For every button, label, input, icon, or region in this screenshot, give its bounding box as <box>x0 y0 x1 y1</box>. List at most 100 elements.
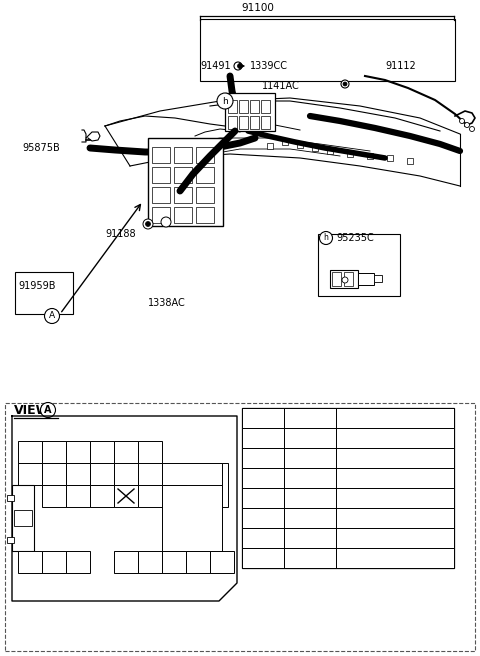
Bar <box>90 485 114 507</box>
Text: a: a <box>51 491 57 501</box>
Text: 91112: 91112 <box>385 61 416 71</box>
Bar <box>12 485 34 551</box>
Bar <box>407 158 413 164</box>
Bar <box>66 551 90 573</box>
Bar <box>162 551 186 573</box>
Bar <box>282 139 288 145</box>
Text: a: a <box>261 434 265 443</box>
Text: A: A <box>49 312 55 321</box>
Text: 1338AC: 1338AC <box>148 298 186 308</box>
Text: FUSE-MIN 15A: FUSE-MIN 15A <box>365 474 425 483</box>
Bar <box>186 551 210 573</box>
Text: d: d <box>147 491 153 501</box>
Bar <box>162 463 186 485</box>
Bar <box>318 234 400 296</box>
Text: c: c <box>99 491 105 501</box>
Bar <box>387 155 393 161</box>
Text: a: a <box>51 447 57 457</box>
Bar <box>114 463 138 485</box>
Circle shape <box>341 80 349 88</box>
Bar <box>152 187 170 203</box>
Bar <box>90 463 114 485</box>
Bar <box>284 508 336 528</box>
Text: a: a <box>147 558 153 567</box>
Text: A: A <box>44 405 52 415</box>
Bar <box>66 441 90 463</box>
Text: FUSE-7.5A: FUSE-7.5A <box>373 434 417 443</box>
Text: 91491: 91491 <box>200 61 230 71</box>
Bar <box>336 508 454 528</box>
Bar <box>114 551 138 573</box>
Text: a: a <box>75 558 81 567</box>
Text: h: h <box>222 96 228 106</box>
Text: c: c <box>51 558 57 567</box>
Circle shape <box>161 217 171 227</box>
Bar <box>336 428 454 448</box>
Text: 18980D: 18980D <box>293 493 326 502</box>
Text: c: c <box>261 474 265 483</box>
Bar <box>66 485 90 507</box>
Text: VIEW: VIEW <box>14 403 50 417</box>
Bar <box>152 147 170 163</box>
Text: FUSE-SLOW BLOW 30A: FUSE-SLOW BLOW 30A <box>347 554 443 562</box>
Bar <box>138 463 162 485</box>
Bar <box>18 463 42 485</box>
Text: 91188: 91188 <box>105 229 136 239</box>
Circle shape <box>343 82 347 86</box>
Text: 91959B: 91959B <box>18 281 56 291</box>
Bar <box>250 100 259 113</box>
Bar <box>242 408 454 568</box>
Bar <box>90 441 114 463</box>
Text: FUSE-MIN 10A: FUSE-MIN 10A <box>365 453 425 462</box>
Bar <box>5 403 475 651</box>
Bar <box>7 495 14 501</box>
Text: b: b <box>75 447 81 457</box>
Circle shape <box>342 277 348 283</box>
Bar <box>336 488 454 508</box>
Bar <box>196 207 214 223</box>
Text: SYMBOL: SYMBOL <box>243 413 282 422</box>
Bar <box>297 142 303 148</box>
Bar <box>15 272 73 314</box>
Bar <box>239 100 248 113</box>
Bar <box>336 548 454 568</box>
Bar <box>228 100 237 113</box>
Text: a: a <box>195 558 201 567</box>
Text: 18980J: 18980J <box>296 453 324 462</box>
Circle shape <box>238 64 242 68</box>
Bar <box>344 272 353 286</box>
Bar <box>210 551 234 573</box>
Text: a: a <box>27 470 33 478</box>
Bar <box>174 207 192 223</box>
Bar <box>228 116 237 129</box>
Bar <box>336 408 454 428</box>
Text: e: e <box>171 470 177 478</box>
Text: PART NAME: PART NAME <box>368 413 422 422</box>
Bar <box>174 187 192 203</box>
Text: a: a <box>123 558 129 567</box>
Bar <box>138 551 162 573</box>
Circle shape <box>45 308 60 323</box>
Bar <box>7 537 14 543</box>
Text: 95235C: 95235C <box>336 233 374 243</box>
Bar <box>162 463 228 507</box>
Text: g: g <box>189 513 195 523</box>
Bar <box>138 485 162 507</box>
Bar <box>242 488 284 508</box>
Bar <box>250 116 259 129</box>
Bar <box>242 508 284 528</box>
Bar <box>284 548 336 568</box>
Text: a: a <box>27 558 33 567</box>
Text: a: a <box>171 558 177 567</box>
Bar <box>152 207 170 223</box>
Bar <box>242 448 284 468</box>
Bar <box>148 138 223 226</box>
Bar <box>14 510 32 526</box>
Text: FUSE-MIN 30A: FUSE-MIN 30A <box>365 533 425 543</box>
Circle shape <box>459 119 465 123</box>
Bar <box>200 19 455 81</box>
Bar <box>330 270 358 288</box>
Text: f: f <box>262 533 264 543</box>
Bar <box>284 428 336 448</box>
Bar <box>312 145 318 151</box>
